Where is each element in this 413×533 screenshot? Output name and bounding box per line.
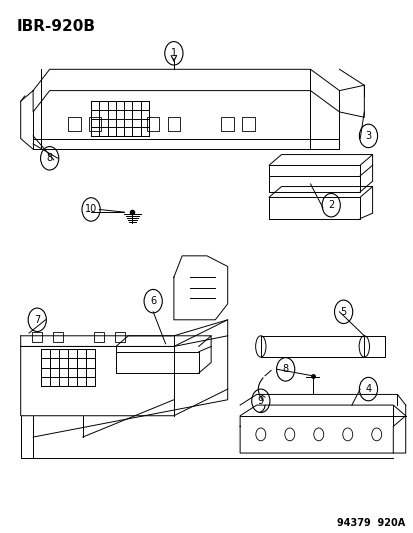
Text: 94379  920A: 94379 920A bbox=[337, 518, 405, 528]
Bar bbox=[41, 349, 95, 386]
Bar bbox=[242, 117, 254, 131]
Bar bbox=[94, 332, 104, 342]
Text: 10: 10 bbox=[85, 205, 97, 214]
Bar bbox=[91, 101, 149, 136]
Text: 7: 7 bbox=[34, 315, 40, 325]
Text: 3: 3 bbox=[365, 131, 370, 141]
Text: 6: 6 bbox=[150, 296, 156, 306]
Bar bbox=[53, 332, 63, 342]
Bar bbox=[115, 332, 125, 342]
Text: 1: 1 bbox=[171, 49, 176, 58]
Bar bbox=[221, 117, 233, 131]
Bar bbox=[89, 117, 101, 131]
Text: 4: 4 bbox=[365, 384, 370, 394]
Text: IBR-920B: IBR-920B bbox=[17, 19, 95, 34]
Text: 8: 8 bbox=[282, 365, 288, 374]
Bar bbox=[167, 117, 180, 131]
Text: 8: 8 bbox=[47, 154, 52, 163]
Bar bbox=[68, 117, 81, 131]
Bar bbox=[147, 117, 159, 131]
Text: 9: 9 bbox=[257, 396, 263, 406]
Text: 5: 5 bbox=[339, 307, 346, 317]
Text: 2: 2 bbox=[327, 200, 334, 210]
Bar bbox=[32, 332, 42, 342]
